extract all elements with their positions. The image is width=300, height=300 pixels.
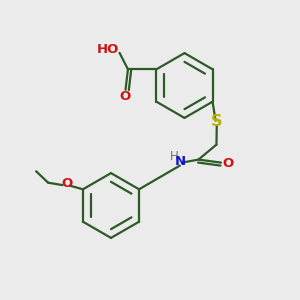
Text: HO: HO bbox=[97, 43, 119, 56]
Text: N: N bbox=[174, 155, 185, 168]
Text: H: H bbox=[170, 150, 179, 163]
Text: S: S bbox=[211, 114, 223, 129]
Text: O: O bbox=[61, 177, 72, 190]
Text: O: O bbox=[119, 90, 130, 103]
Text: O: O bbox=[222, 157, 233, 170]
